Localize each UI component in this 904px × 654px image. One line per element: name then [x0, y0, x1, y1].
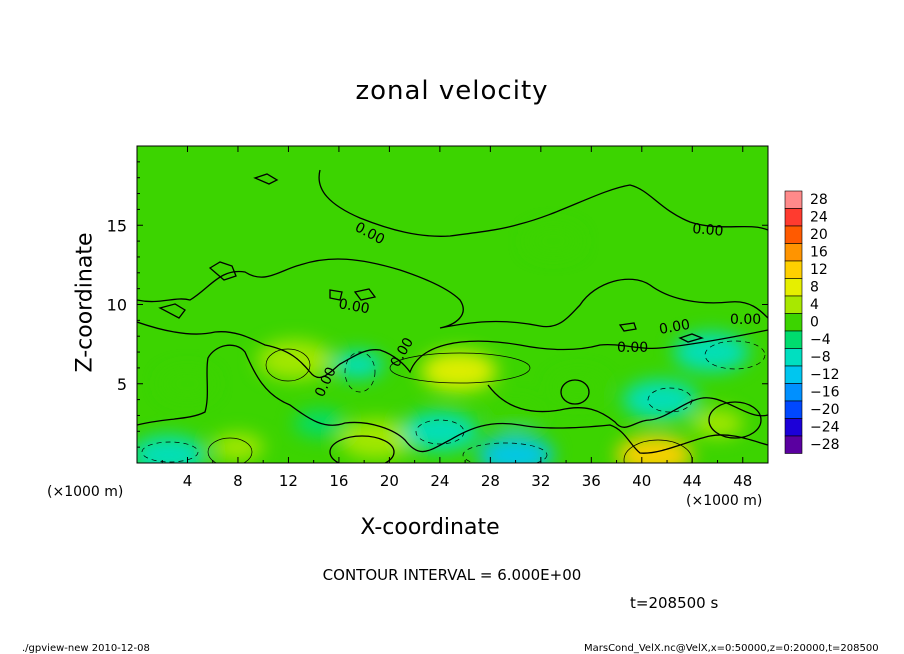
colorbar-swatch-28 — [784, 190, 803, 209]
colorbar-swatch--12 — [784, 365, 803, 384]
colorbar-label-0: 0 — [810, 315, 819, 331]
field-region-2 — [256, 339, 333, 380]
time-label: t=208500 s — [630, 594, 719, 612]
contour-negative-5 — [462, 442, 548, 463]
field-region-11 — [622, 379, 699, 420]
y-tick-label-5: 5 — [117, 375, 127, 394]
colorbar-label--4: −4 — [810, 332, 831, 348]
colorbar-swatch--20 — [784, 400, 803, 419]
contour-zero-upper — [137, 258, 768, 329]
colorbar-swatch--16 — [784, 383, 803, 402]
x-tick-label-28: 28 — [481, 472, 500, 490]
contour-label-6: 0.00 — [658, 317, 691, 338]
colorbar-label--20: −20 — [810, 402, 840, 418]
contour-negative-6 — [141, 441, 199, 463]
field-region-3 — [338, 419, 415, 460]
field-region-7 — [673, 332, 750, 373]
contour-positive-right2 — [708, 401, 762, 439]
field-region-5 — [691, 409, 744, 438]
x-tick-label-40: 40 — [632, 472, 651, 490]
colorbar-label-16: 16 — [810, 245, 828, 261]
contour-positive-small — [560, 379, 590, 405]
colorbar-label--24: −24 — [810, 420, 840, 436]
colorbar-label--16: −16 — [810, 385, 840, 401]
colorbar-swatch--4 — [784, 330, 803, 349]
y-axis-unit: (×1000 m) — [47, 484, 124, 500]
x-tick-label-44: 44 — [683, 472, 702, 490]
footer-left: ./gpview-new 2010-12-08 — [22, 643, 150, 654]
footer-right: MarsCond_VelX.nc@VelX,x=0:50000,z=0:2000… — [584, 643, 879, 654]
contour-negative-4 — [344, 351, 376, 393]
colorbar-swatch-0 — [784, 313, 803, 332]
colorbar-label--12: −12 — [810, 367, 840, 383]
contour-positive-bottom — [329, 435, 395, 463]
field-region-14 — [161, 369, 214, 398]
y-tick-label-10: 10 — [107, 296, 127, 315]
x-axis-unit: (×1000 m) — [686, 493, 763, 509]
colorbar-swatch-16 — [784, 243, 803, 262]
colorbar-label-12: 12 — [810, 262, 828, 278]
contour-positive-left — [265, 348, 311, 382]
field-region-1 — [616, 435, 693, 463]
field-region-15 — [489, 401, 542, 430]
x-tick-label-16: 16 — [329, 472, 348, 490]
field-region-16 — [527, 227, 580, 256]
contour-positive-center — [389, 352, 531, 384]
colorbar-swatch-8 — [784, 278, 803, 297]
x-tick-label-12: 12 — [279, 472, 298, 490]
field-region-9 — [477, 435, 554, 463]
colorbar-label-8: 8 — [810, 280, 819, 296]
contour-label-1: 0.00 — [692, 221, 724, 240]
contour-negative-1 — [415, 419, 465, 445]
colorbar-label--28: −28 — [810, 437, 840, 453]
contour-zero-mid — [137, 321, 768, 379]
x-tick-label-24: 24 — [430, 472, 449, 490]
x-tick-label-20: 20 — [380, 472, 399, 490]
colorbar-label-28: 28 — [810, 192, 828, 208]
contour-interval: CONTOUR INTERVAL = 6.000E+00 — [322, 566, 582, 584]
colorbar-label-24: 24 — [810, 210, 828, 226]
chart-title: zonal velocity — [355, 76, 549, 106]
contour-label-7: 0.00 — [730, 312, 761, 328]
colorbar-swatch--28 — [784, 435, 803, 454]
field-region-0 — [420, 351, 497, 392]
contour-zero-low — [137, 344, 768, 454]
contour-lines — [137, 169, 768, 463]
field-region-10 — [401, 411, 478, 452]
colorbar-swatch-4 — [784, 295, 803, 314]
y-tick-label-15: 15 — [107, 216, 127, 235]
colorbar-label-20: 20 — [810, 227, 828, 243]
x-tick-label-32: 32 — [531, 472, 550, 490]
velocity-field — [137, 146, 768, 463]
colorbar-swatch-12 — [784, 260, 803, 279]
colorbar-swatch--8 — [784, 348, 803, 367]
x-tick-label-8: 8 — [233, 472, 243, 490]
y-axis-label: Z-coordinate — [72, 232, 98, 373]
field-region-8 — [137, 435, 207, 463]
contour-positive-bl — [207, 437, 253, 463]
contour-label-2: 0.00 — [337, 296, 370, 317]
colorbar-swatch-24 — [784, 208, 803, 227]
contour-negative-3 — [704, 340, 766, 370]
contour-negative-2 — [647, 387, 693, 413]
x-tick-label-36: 36 — [582, 472, 601, 490]
contour-zero-top — [318, 169, 768, 237]
x-tick-label-48: 48 — [733, 472, 752, 490]
contour-label-5: 0.00 — [617, 340, 648, 356]
x-tick-label-4: 4 — [183, 472, 193, 490]
colorbar-label-4: 4 — [810, 297, 819, 313]
colorbar-swatch--24 — [784, 418, 803, 437]
colorbar-swatch-20 — [784, 225, 803, 244]
contour-speckle-1 — [158, 173, 705, 343]
field-region-6 — [552, 372, 605, 401]
contour-positive-right — [487, 384, 768, 428]
colorbar-label--8: −8 — [810, 350, 831, 366]
x-axis-label: X-coordinate — [360, 515, 500, 540]
field-region-4 — [211, 433, 264, 462]
